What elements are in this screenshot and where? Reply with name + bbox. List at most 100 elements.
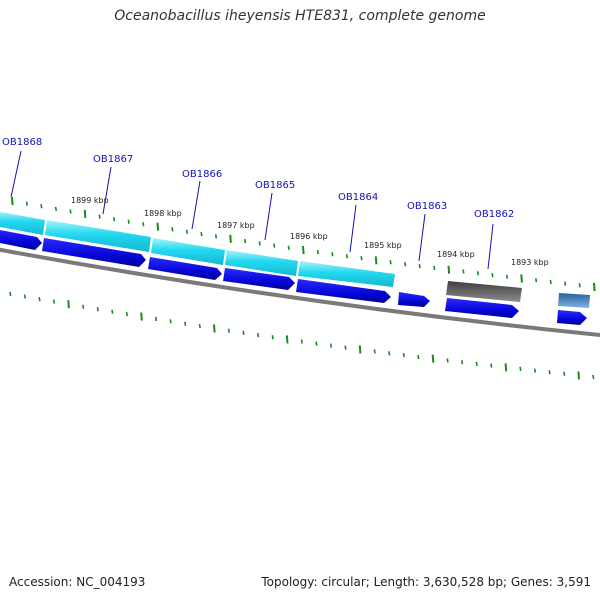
feature-track-upper	[0, 211, 590, 308]
gene-label-ob1863[interactable]: OB1863	[407, 201, 447, 212]
gene-labels: OB1868 OB1867 OB1866 OB1865 OB1864 OB186…	[2, 137, 514, 220]
tick-upper-23	[345, 254, 349, 259]
tick-upper-39	[578, 283, 581, 288]
tick-upper-29	[433, 265, 436, 271]
tick-upper-27	[404, 262, 407, 267]
tick-lower-34	[504, 363, 508, 372]
tick-upper-33	[491, 272, 494, 278]
pseudo-feature-ob1862-upper[interactable]	[446, 281, 522, 302]
cds-arrow-ob1865[interactable]	[223, 268, 295, 290]
gene-label-ob1867[interactable]: OB1867	[93, 154, 133, 165]
tick-upper-22	[331, 252, 334, 257]
cds-arrow-right-edge[interactable]	[557, 310, 587, 325]
cds-arrow-ob1862[interactable]	[445, 298, 519, 318]
kbp-labels: 1899 kbp 1898 kbp 1897 kbp 1896 kbp 1895…	[71, 196, 549, 267]
tick-lower-35	[519, 366, 522, 372]
tick-upper-20	[302, 245, 305, 255]
tick-upper-0	[11, 196, 14, 206]
tick-lower-0	[9, 291, 12, 297]
tick-upper-2	[40, 204, 43, 209]
tick-lower-18	[271, 335, 274, 340]
tick-upper-26	[389, 260, 392, 265]
cds-feature-ob1866-upper[interactable]	[151, 238, 225, 265]
tick-lower-16	[242, 330, 245, 336]
other-feature-upper[interactable]	[558, 293, 590, 308]
tick-upper-13	[200, 231, 203, 237]
tick-lower-13	[198, 323, 201, 329]
gene-label-ob1865[interactable]: OB1865	[255, 180, 295, 191]
tick-marks-lower	[9, 291, 595, 380]
tick-upper-28	[418, 263, 421, 269]
gene-label-leaders	[10, 150, 494, 270]
tick-lower-36	[533, 368, 537, 373]
kbp-label-1899: 1899 kbp	[71, 196, 109, 205]
kbp-label-1893: 1893 kbp	[511, 258, 549, 267]
tick-upper-32	[476, 271, 479, 276]
cds-feature-ob1867-upper[interactable]	[45, 220, 151, 252]
tick-lower-14	[213, 324, 216, 333]
tick-lower-27	[402, 352, 405, 358]
tick-upper-15	[229, 234, 232, 243]
tick-upper-7	[113, 217, 116, 222]
kbp-label-1894: 1894 kbp	[437, 250, 475, 259]
tick-upper-34	[505, 274, 509, 279]
tick-lower-6	[96, 307, 99, 312]
tick-upper-35	[520, 274, 523, 283]
cds-arrow-ob1867[interactable]	[42, 238, 146, 267]
tick-lower-5	[82, 304, 85, 309]
cds-feature-ob1864-upper[interactable]	[298, 261, 395, 287]
tick-upper-17	[258, 241, 261, 246]
tick-upper-9	[142, 222, 145, 227]
cds-arrow-ob1868[interactable]	[0, 229, 42, 250]
tick-lower-19	[285, 335, 289, 344]
cds-arrow-ob1864[interactable]	[296, 279, 391, 303]
tick-upper-38	[564, 281, 567, 286]
cds-feature-ob1868-upper[interactable]	[0, 211, 45, 235]
accession-label: Accession: NC_004193	[9, 575, 146, 589]
tick-lower-11	[169, 319, 172, 324]
tick-upper-36	[535, 278, 538, 283]
tick-lower-28	[417, 354, 420, 360]
tick-upper-31	[462, 269, 465, 274]
tick-marks-upper	[11, 196, 596, 292]
tick-upper-37	[549, 279, 552, 285]
tick-upper-12	[185, 229, 188, 234]
tick-upper-11	[171, 227, 174, 232]
tick-upper-16	[244, 238, 247, 244]
tick-upper-40	[593, 282, 596, 292]
tick-upper-25	[374, 256, 378, 265]
tick-lower-22	[329, 343, 333, 348]
tick-upper-3	[54, 206, 58, 212]
tick-upper-24	[360, 256, 363, 261]
tick-upper-5	[83, 209, 87, 219]
tick-upper-6	[98, 214, 101, 219]
gene-label-ob1866[interactable]: OB1866	[182, 169, 222, 180]
tick-lower-17	[257, 332, 260, 338]
gene-label-ob1868[interactable]: OB1868	[2, 137, 42, 148]
tick-lower-39	[577, 371, 580, 380]
tick-lower-8	[125, 311, 128, 317]
tick-upper-8	[127, 219, 130, 224]
tick-lower-29	[431, 354, 435, 363]
cds-arrow-ob1863[interactable]	[398, 292, 430, 307]
tick-lower-33	[490, 363, 493, 368]
gene-label-ob1864[interactable]: OB1864	[338, 192, 378, 203]
tick-lower-7	[111, 309, 114, 314]
tick-upper-21	[316, 249, 319, 255]
cds-arrow-ob1866[interactable]	[148, 257, 222, 280]
tick-lower-40	[592, 374, 595, 380]
tick-upper-10	[156, 222, 160, 231]
tick-lower-20	[300, 339, 303, 344]
gene-label-ob1862[interactable]: OB1862	[474, 209, 514, 220]
kbp-label-1895: 1895 kbp	[364, 241, 402, 250]
tick-upper-4	[69, 209, 72, 214]
tick-lower-21	[315, 341, 318, 346]
kbp-label-1897: 1897 kbp	[217, 221, 255, 230]
cds-feature-ob1865-upper[interactable]	[225, 250, 298, 276]
tick-upper-30	[447, 265, 451, 274]
tick-upper-18	[273, 243, 276, 248]
kbp-label-1898: 1898 kbp	[144, 209, 182, 218]
tick-lower-4	[67, 300, 70, 309]
tick-lower-31	[461, 360, 464, 365]
